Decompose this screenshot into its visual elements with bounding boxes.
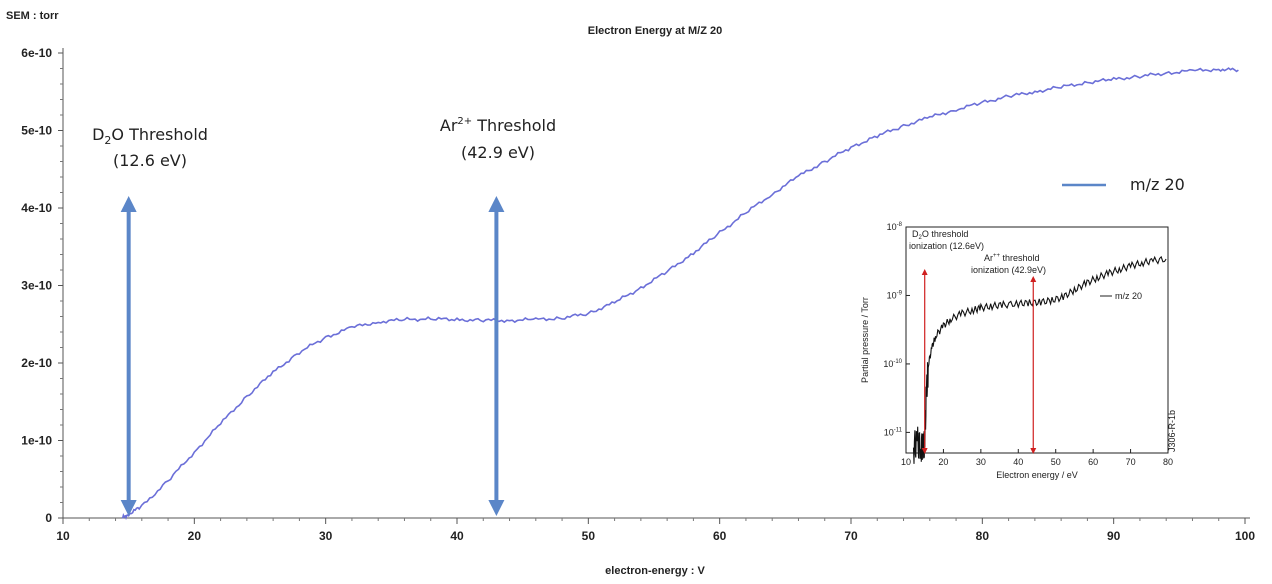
inset-background (849, 216, 1180, 483)
inset-legend-label: m/z 20 (1115, 291, 1142, 301)
inset-d2o-label-line2: ionization (12.6eV) (909, 241, 984, 251)
legend-label-m-z-20: m/z 20 (1130, 175, 1185, 194)
ar-threshold-label: Ar2+ Threshold (440, 116, 556, 135)
inset-x-tick-label: 20 (938, 457, 948, 467)
x-tick-label: 30 (319, 529, 333, 543)
x-tick-label: 90 (1107, 529, 1121, 543)
y-tick-label: 4e-10 (21, 201, 52, 215)
x-tick-label: 10 (56, 529, 70, 543)
inset-x-tick-label: 70 (1126, 457, 1136, 467)
inset-y-tick-label: 10-9 (887, 290, 903, 300)
y-tick-label: 5e-10 (21, 124, 52, 138)
ar-threshold-value: (42.9 eV) (461, 143, 535, 162)
x-tick-label: 60 (713, 529, 727, 543)
x-tick-label: 50 (582, 529, 596, 543)
inset-x-tick-label: 80 (1163, 457, 1173, 467)
x-tick-label: 20 (188, 529, 202, 543)
inset-y-tick-label: 10-11 (884, 427, 903, 437)
x-tick-label: 40 (450, 529, 464, 543)
y-tick-group: 0 1e-10 2e-10 3e-10 4e-10 5e-10 6e-10 (21, 46, 63, 525)
inset-x-tick-label: 40 (1013, 457, 1023, 467)
d2o-threshold-value: (12.6 eV) (113, 151, 187, 170)
y-tick-label: 2e-10 (21, 356, 52, 370)
inset-x-tick-label: 50 (1051, 457, 1061, 467)
x-tick-label: 70 (844, 529, 858, 543)
inset-y-axis-label: Partial pressure / Torr (860, 297, 870, 383)
inset-y-tick-group: 10-8 10-9 10-10 10-11 (883, 222, 910, 437)
y-tick-label: 3e-10 (21, 279, 52, 293)
y-tick-label: 1e-10 (21, 434, 52, 448)
x-tick-group: 10 20 30 40 50 60 70 80 90 100 (56, 518, 1255, 543)
inset-x-tick-label: 10 (901, 457, 911, 467)
inset-x-tick-label: 60 (1088, 457, 1098, 467)
inset-d2o-label-line1: D2O threshold (912, 229, 968, 241)
inset-x-tick-group: 10 20 30 40 50 60 70 80 (901, 449, 1173, 467)
inset-plot-frame (905, 226, 1169, 454)
inset-y-tick-label: 10-8 (887, 222, 903, 232)
x-tick-label: 80 (976, 529, 990, 543)
y-axis-label: SEM : torr (6, 10, 59, 22)
series-line-m-z-20 (121, 67, 1239, 521)
y-tick-label: 6e-10 (21, 46, 52, 60)
inset-x-axis-label: Electron energy / eV (996, 470, 1078, 480)
chart-title: Electron Energy at M/Z 20 (588, 25, 722, 37)
inset-ar-label-line1: Ar++ threshold (984, 253, 1040, 263)
inset-ar-label-line2: ionization (42.9eV) (971, 265, 1046, 275)
x-tick-label: 100 (1235, 529, 1255, 543)
inset-chart: 10 20 30 40 50 60 70 80 10-8 10-9 10-10 10-11 Elec… (849, 216, 1180, 483)
x-axis-label: electron-energy : V (605, 565, 705, 577)
y-tick-label: 0 (45, 511, 52, 525)
d2o-threshold-label: D2O Threshold (92, 125, 208, 147)
inset-side-text: J306-R-1b (1167, 410, 1177, 452)
inset-x-tick-label: 30 (976, 457, 986, 467)
inset-y-tick-label: 10-10 (883, 359, 902, 369)
